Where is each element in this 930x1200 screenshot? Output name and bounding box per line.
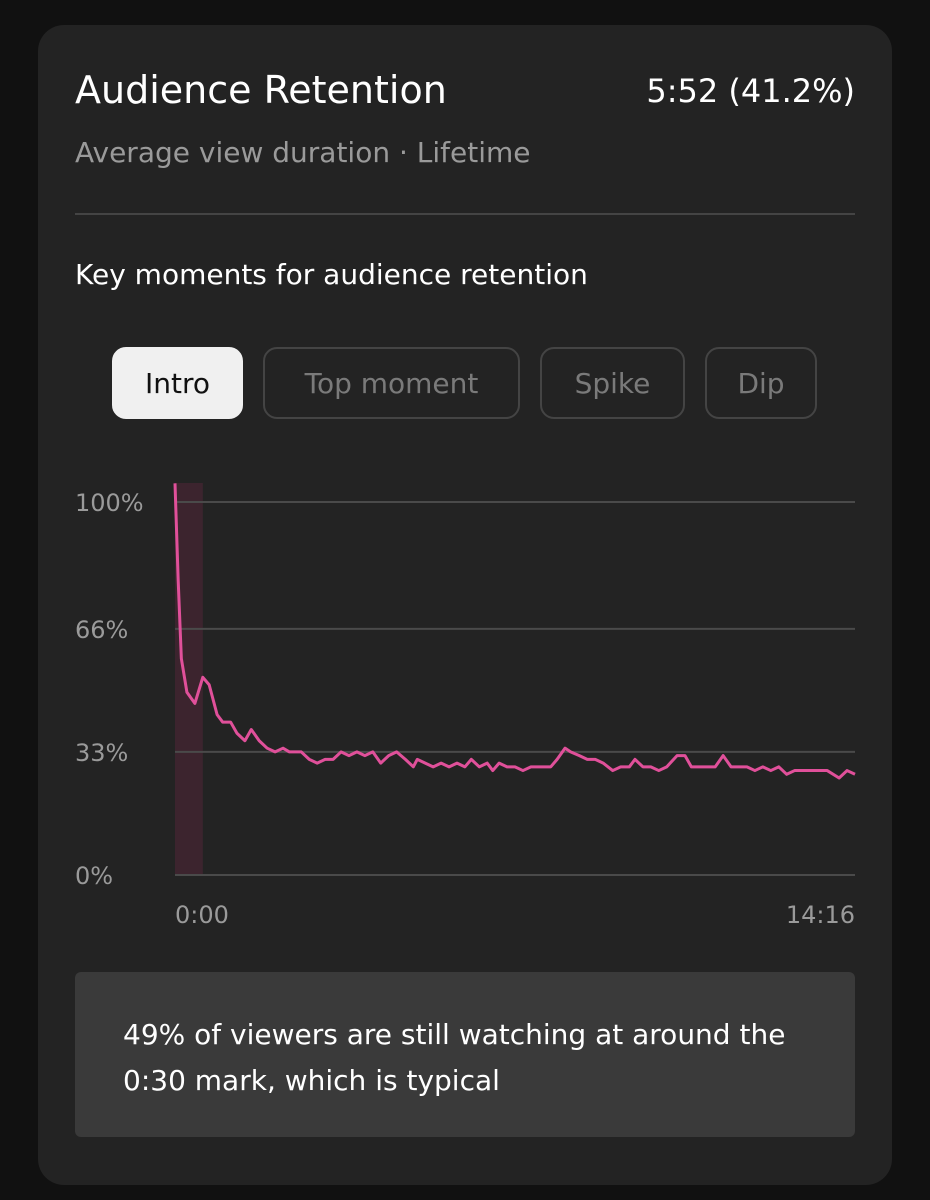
x-tick-label: 0:00 [175,901,229,929]
title: Audience Retention [75,68,447,112]
x-tick-label: 14:16 [786,901,855,929]
tab[interactable]: Intro [112,347,243,419]
y-tick-label: 0% [75,862,113,890]
divider [75,213,855,215]
note: 49% of viewers are still watching at aro… [75,972,855,1137]
subtitle: Average view duration · Lifetime [75,136,531,169]
tab[interactable]: Top moment [263,347,520,419]
section-title: Key moments for audience retention [75,258,588,291]
y-tick-label: 66% [75,616,128,644]
y-tick-label: 33% [75,739,128,767]
average-duration: 5:52 (41.2%) [646,72,855,110]
tab[interactable]: Spike [540,347,685,419]
retention-line [173,483,856,780]
y-tick-label: 100% [75,489,144,517]
intro-highlight [175,483,203,875]
tab[interactable]: Dip [705,347,817,419]
